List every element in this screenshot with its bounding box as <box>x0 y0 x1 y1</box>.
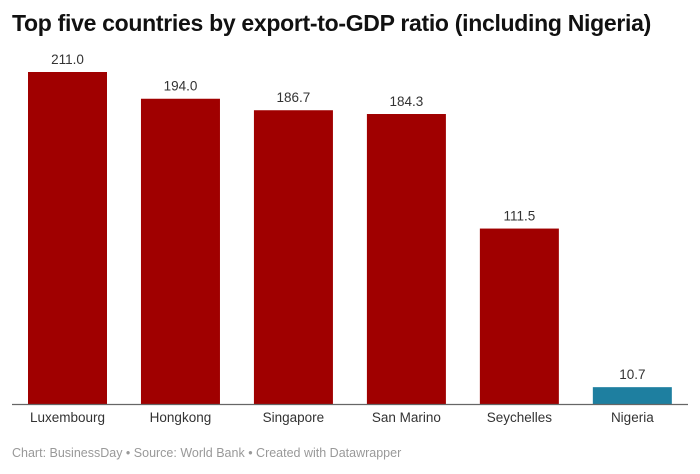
value-label: 184.3 <box>390 94 424 109</box>
bar-luxembourg <box>28 72 107 404</box>
x-tick-label: Singapore <box>263 410 325 425</box>
bar-seychelles <box>479 228 559 404</box>
x-tick-label: Seychelles <box>487 410 553 425</box>
x-tick-label: Nigeria <box>611 410 654 425</box>
bar-nigeria <box>592 387 672 404</box>
bar-singapore <box>253 110 333 404</box>
value-label: 111.5 <box>503 209 535 224</box>
x-tick-label: Hongkong <box>150 410 212 425</box>
value-label: 194.0 <box>164 79 198 94</box>
bar-san-marino <box>366 114 446 404</box>
chart-footer: Chart: BusinessDay • Source: World Bank … <box>12 446 402 460</box>
bar-hongkong <box>140 98 220 405</box>
x-tick-label: Luxembourg <box>30 410 105 425</box>
value-label: 186.7 <box>277 90 311 105</box>
chart-title: Top five countries by export-to-GDP rati… <box>12 10 651 36</box>
x-tick-label: San Marino <box>372 410 441 425</box>
value-label: 10.7 <box>619 367 645 382</box>
value-label: 211.0 <box>51 52 84 67</box>
bar-chart: 211.0 Luxembourg 194.0 Hongkong 186.7 Singapo… <box>12 52 688 425</box>
